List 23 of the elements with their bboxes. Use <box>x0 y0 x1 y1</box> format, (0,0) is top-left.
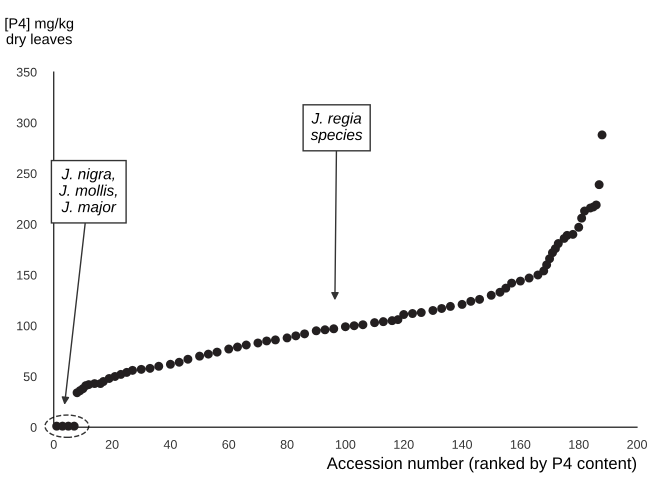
y-tick-label: 50 <box>24 372 37 382</box>
y-tick-label: 350 <box>16 68 37 77</box>
x-tick-label: 80 <box>280 440 294 449</box>
y-axis-title: [P4] mg/kg dry leaves <box>5 18 74 48</box>
y-tick-label: 300 <box>16 118 37 128</box>
x-tick-label: 40 <box>164 440 177 449</box>
x-tick-label: 0 <box>50 440 57 449</box>
y-tick-label: 150 <box>17 270 37 280</box>
x-tick-label: 160 <box>510 440 530 449</box>
x-tick-label: 180 <box>569 440 589 449</box>
x-tick-label: 120 <box>394 440 414 449</box>
x-tick-label: 20 <box>106 440 119 449</box>
annotation: J. nigra, J. mollis, J. major <box>59 168 117 216</box>
y-tick-label: 0 <box>30 423 37 432</box>
y-tick-label: 200 <box>16 220 37 229</box>
x-tick-label: 140 <box>452 440 472 449</box>
x-axis-title: Accession number (ranked by P4 content) <box>326 456 636 472</box>
x-tick-label: 100 <box>336 440 356 449</box>
y-tick-label: 100 <box>17 322 37 330</box>
x-tick-label: 200 <box>627 440 647 449</box>
y-tick-label: 250 <box>16 169 37 178</box>
x-tick-label: 60 <box>222 440 236 449</box>
annotation: J. regia species <box>310 112 362 144</box>
